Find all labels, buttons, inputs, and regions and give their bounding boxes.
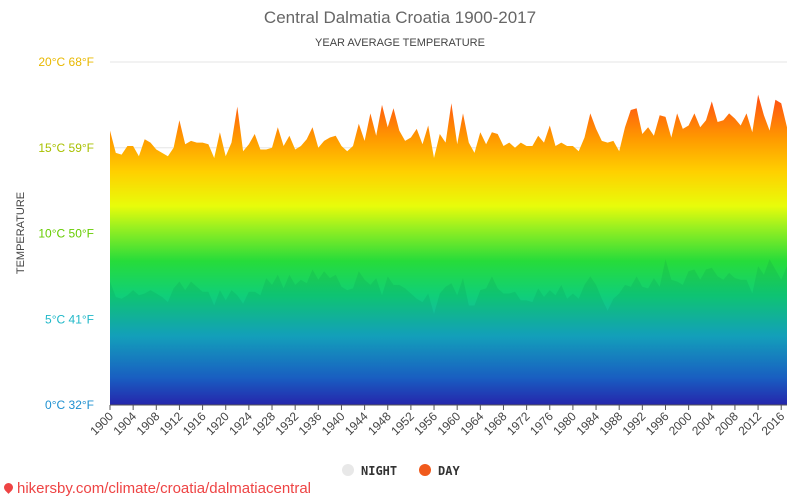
y-tick-label: 20°C 68°F [38,55,94,69]
x-tick-label: 1916 [180,409,209,438]
y-tick-label: 5°C 41°F [45,312,94,326]
x-tick-label: 1924 [226,409,255,438]
x-tick-label: 1920 [203,409,232,438]
x-axis-ticks: 1900190419081912191619201924192819321936… [87,405,788,438]
night-temperature-area [110,259,787,405]
legend-swatch [342,464,354,476]
y-tick-label: 0°C 32°F [45,398,94,412]
x-tick-label: 2000 [666,409,695,438]
legend-swatch [419,464,431,476]
x-tick-label: 1940 [319,409,348,438]
x-tick-label: 1932 [273,409,302,438]
x-tick-label: 1964 [458,409,487,438]
x-tick-label: 1992 [620,409,649,438]
x-tick-label: 1960 [435,409,464,438]
y-axis-label: TEMPERATURE [15,192,27,274]
x-tick-label: 1968 [481,409,510,438]
x-tick-label: 1976 [527,409,556,438]
x-tick-label: 1900 [87,409,116,438]
x-tick-label: 2012 [735,409,764,438]
x-tick-label: 1936 [296,409,325,438]
x-tick-label: 2004 [689,409,718,438]
x-tick-label: 1928 [249,409,278,438]
x-tick-label: 1988 [597,409,626,438]
y-tick-label: 10°C 50°F [38,227,94,241]
x-tick-label: 1944 [342,409,371,438]
x-tick-label: 1948 [365,409,394,438]
source-link[interactable]: hikersby.com/climate/croatia/dalmatiacen… [2,480,312,497]
y-tick-label: 15°C 59°F [38,141,94,155]
legend-label: DAY [438,464,460,478]
x-tick-label: 1952 [388,409,417,438]
x-tick-label: 1980 [550,409,579,438]
legend-label: NIGHT [361,464,397,478]
legend-item-night[interactable]: NIGHT [342,464,397,478]
x-tick-label: 1984 [573,409,602,438]
x-tick-label: 1996 [643,409,672,438]
day-temperature-area [110,94,787,405]
legend: NIGHT DAY [342,464,460,478]
x-tick-label: 1972 [504,409,533,438]
x-tick-label: 1912 [157,409,186,438]
x-tick-label: 2016 [759,409,788,438]
legend-item-day[interactable]: DAY [419,464,460,478]
x-tick-label: 1908 [134,409,163,438]
x-tick-label: 1904 [110,409,139,438]
y-axis-ticks: 0°C 32°F 5°C 41°F 10°C 50°F 15°C 59°F 20°C 6… [38,55,94,412]
source-text: hikersby.com/climate/croatia/dalmatiacen… [17,480,312,497]
chart-title: Central Dalmatia Croatia 1900-2017 [264,8,536,27]
location-pin-icon [2,481,15,494]
chart-subtitle: YEAR AVERAGE TEMPERATURE [315,37,485,49]
x-tick-label: 1956 [411,409,440,438]
x-tick-label: 2008 [712,409,741,438]
